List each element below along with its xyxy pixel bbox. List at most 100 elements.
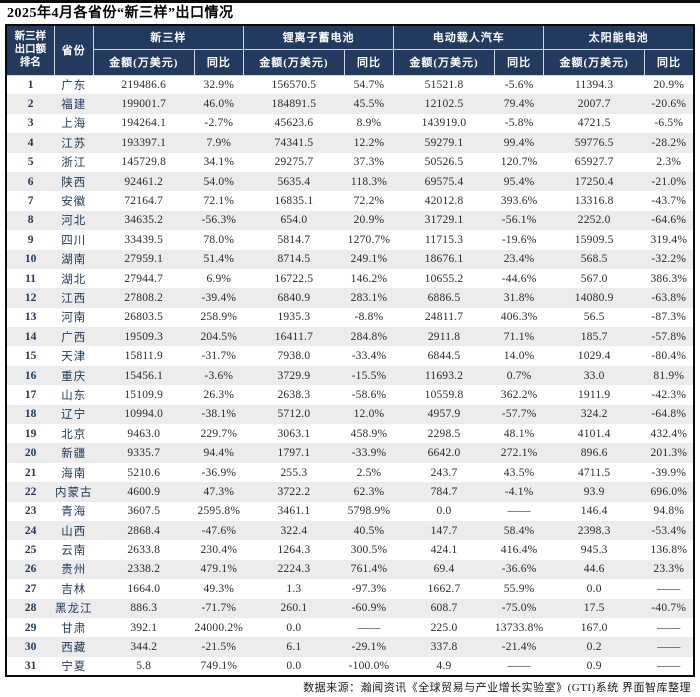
value-cell: 54.0% [194,171,244,192]
value-cell: 49.3% [203,582,235,595]
amount-column-header: 金额(万美元) [543,48,646,76]
value-cell: 58.4% [494,520,544,541]
value-cell: 12.2% [344,133,394,153]
rank-cell: 17 [24,388,37,401]
value-cell: 167.0 [580,621,608,634]
value-cell: 78.0% [203,233,235,246]
province-cell: 贵州 [54,559,94,580]
value-cell: 65927.7 [574,156,614,169]
value-cell: 99.4% [494,133,544,153]
rank-cell: 23 [24,505,37,518]
value-cell: 230.4% [200,544,238,557]
value-cell: 51.4% [194,249,244,269]
value-cell: 2633.8 [127,544,161,557]
value-cell: 0.0 [586,582,602,595]
table-row: 16 重庆 15456.1 -3.6% 3729.9 -15.5% 11693.2 0.7% 3… [6,365,694,386]
value-cell: 4.9 [436,659,452,672]
value-cell: 23.4% [494,249,544,269]
value-cell: 3607.5 [127,505,161,518]
value-cell: -38.1% [194,404,244,425]
value-cell: 147.7 [393,520,495,541]
value-cell: 51521.8 [424,78,464,91]
value-cell: 324.2 [543,404,645,425]
value-cell: 26803.5 [124,311,164,324]
province-cell: 重庆 [54,365,94,386]
province-cell: 云南 [61,545,87,558]
value-cell: 6886.5 [393,288,495,308]
value-cell: -47.6% [194,520,244,541]
rank-cell: 7 [27,195,34,208]
value-cell: 44.6 [543,559,645,580]
value-cell: 319.4% [650,233,688,246]
value-cell: 761.4% [344,559,394,580]
value-cell: 2252.0 [543,210,645,231]
value-cell: -4.1% [494,482,544,502]
province-cell: 四川 [61,234,87,247]
value-cell: 1662.7 [427,582,461,595]
value-cell: 204.5% [194,327,244,347]
value-cell: 2298.5 [427,427,461,440]
value-cell: 71.1% [494,327,544,347]
value-cell: 56.5 [583,311,605,324]
table-row: 12 江西 27808.2 -39.4% 6840.9 283.1% 6886.5 31.8%… [6,288,694,308]
value-cell: 6844.5 [427,350,461,363]
value-cell: 5814.7 [277,233,311,246]
table-row: 17 山东 15109.9 26.3% 2638.3 -58.6% 10559.8 362.2… [6,385,694,404]
table-row: 11 湖北 27944.7 6.9% 16722.5 146.2% 10655.2 -44.6… [6,269,694,288]
value-cell: 8714.5 [243,249,345,269]
value-cell: -57.7% [494,404,544,425]
value-cell: 784.7 [393,482,495,502]
value-cell: 146.2% [350,272,388,285]
province-cell: 山西 [54,520,94,541]
value-cell: 20.9% [344,210,394,231]
table-row: 10 湖南 27959.1 51.4% 8714.5 249.1% 18676.1 23.4%… [6,249,694,269]
province-cell: 新疆 [54,443,94,463]
value-cell: 45623.6 [274,117,314,130]
value-cell: -97.3% [351,582,387,595]
table-row: 14 广西 19509.3 204.5% 16411.7 284.8% 2911.8 71.1… [6,327,694,347]
amount-column-header: 金额(万美元) [243,48,345,76]
value-cell: 10655.2 [424,272,464,285]
value-cell: -6.5% [654,117,684,130]
value-cell: 2638.3 [277,388,311,401]
value-cell: 93.9 [543,482,645,502]
value-cell: 344.2 [93,637,195,657]
value-cell: -21.4% [494,637,544,657]
value-cell: 2224.3 [243,559,345,580]
value-cell: 50526.5 [424,156,464,169]
rank-cell: 27 [24,582,37,595]
value-cell: -75.0% [494,598,544,618]
value-cell: 6.1 [243,637,345,657]
value-cell: 8.9% [356,117,382,130]
value-cell: 29275.7 [274,156,314,169]
value-cell: 1264.3 [277,544,311,557]
rank-cell: 24 [6,520,55,541]
rank-cell: 16 [6,365,55,386]
value-cell: 26.3% [203,388,235,401]
rank-header-line: 新三样 [14,31,47,43]
table-row: 18 辽宁 10994.0 -38.1% 5712.0 12.0% 4957.9 -57.7%… [6,404,694,425]
value-cell: 34.1% [203,156,235,169]
value-cell: 5210.6 [127,466,161,479]
value-cell: 94.4% [194,443,244,463]
value-cell: 4721.5 [577,117,611,130]
value-cell: 72164.7 [124,195,164,208]
value-cell: 20.9% [653,78,685,91]
province-cell: 西藏 [54,637,94,657]
rank-cell: 14 [6,327,55,347]
value-cell: 18676.1 [393,249,495,269]
value-cell: 46.0% [194,94,244,114]
value-cell: -32.2% [644,249,694,269]
value-cell: 749.1% [200,659,238,672]
value-cell: 654.0 [243,210,345,231]
value-cell: -39.9% [651,466,687,479]
value-cell: 322.4 [243,520,345,541]
province-cell: 陕西 [54,171,94,192]
value-cell: 14.0% [503,350,535,363]
value-cell: 15456.1 [93,365,195,386]
value-cell: 16411.7 [243,327,345,347]
value-cell: -28.2% [644,133,694,153]
value-cell: 10994.0 [93,404,195,425]
rank-cell: 1 [27,78,34,91]
province-cell: 海南 [61,467,87,480]
